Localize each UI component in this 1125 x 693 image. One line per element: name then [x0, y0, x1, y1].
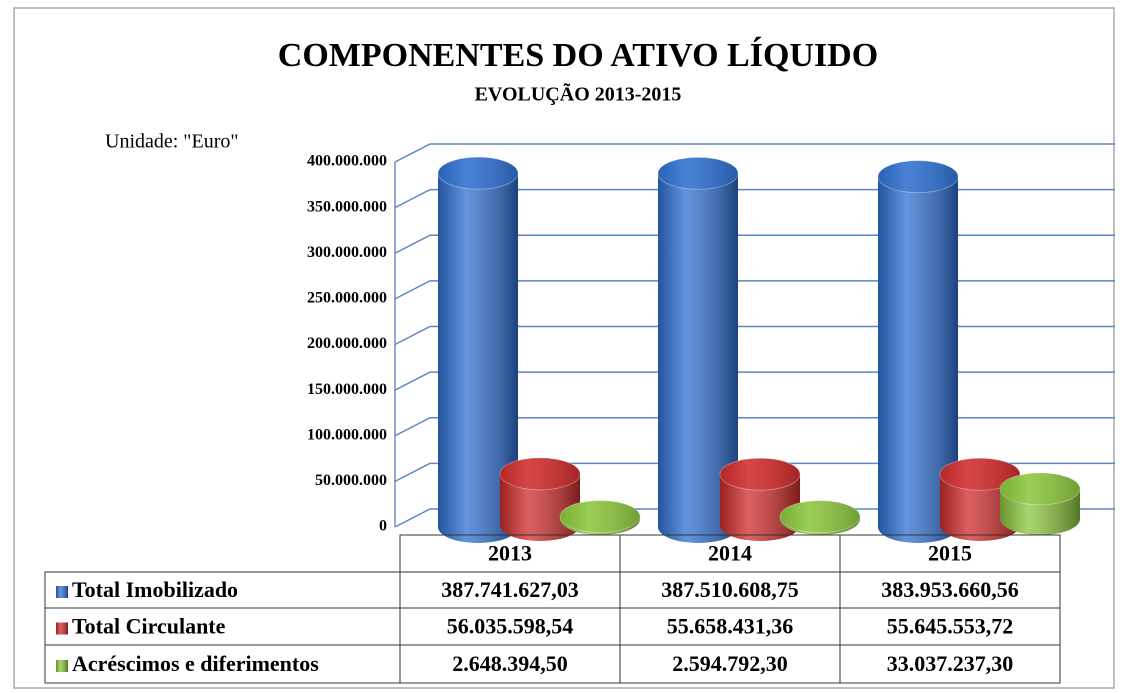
y-tick-label: 50.000.000	[315, 472, 387, 489]
y-tick-label: 0	[379, 518, 387, 535]
y-tick-label: 150.000.000	[307, 381, 387, 398]
cylinder-top-shading	[500, 457, 580, 490]
data-label: 55.658.431,36	[667, 614, 794, 639]
data-label: 55.645.553,72	[887, 614, 1014, 639]
cylinder-top-shading	[560, 500, 640, 533]
y-tick-label: 350.000.000	[307, 198, 387, 215]
grid-line	[394, 143, 1115, 163]
cylinder-top-shading	[878, 160, 958, 193]
legend-label: Total Circulante	[72, 614, 226, 639]
data-label: 387.741.627,03	[441, 577, 579, 602]
cylinder-top-shading	[780, 500, 860, 533]
cylinder-top-shading	[940, 458, 1020, 491]
data-label: 56.035.598,54	[447, 614, 574, 639]
legend-label: Acréscimos e diferimentos	[72, 651, 319, 676]
cylinder-shading	[878, 176, 958, 544]
chart-title: COMPONENTES DO ATIVO LÍQUIDO	[278, 37, 878, 74]
plot	[437, 156, 1081, 544]
cylinder-top-shading	[658, 157, 738, 190]
grid: 0 50.000.000 100.000.000 150.000.000 200.000…	[307, 143, 1115, 535]
y-tick-label: 250.000.000	[307, 290, 387, 307]
y-tick-label: 300.000.000	[307, 244, 387, 261]
legend-swatch-shading	[56, 622, 68, 635]
data-label: 2.648.394,50	[452, 651, 568, 676]
cylinder-shading	[1000, 488, 1080, 535]
data-label: 2.594.792,30	[672, 651, 788, 676]
column-header: 2014	[708, 541, 752, 566]
cylinder-top-shading	[720, 458, 800, 491]
data-table: 2013 2014 2015 Total Imobilizado 387.741.627…	[44, 534, 1061, 684]
cylinder-top-shading	[1000, 472, 1080, 505]
legend-swatch-shading	[56, 586, 68, 598]
data-label: 33.037.237,30	[887, 651, 1014, 676]
column-header: 2013	[488, 541, 532, 566]
y-tick-label: 100.000.000	[307, 426, 387, 443]
unit-note: Unidade: "Euro"	[105, 131, 239, 153]
y-tick-label: 400.000.000	[307, 153, 387, 170]
cylinder-shading	[658, 173, 738, 543]
data-label: 383.953.660,56	[881, 577, 1019, 602]
cylinder-top-shading	[438, 157, 518, 190]
cylinder-shading	[720, 474, 800, 541]
legend-swatch-shading	[56, 660, 68, 672]
y-tick-label: 200.000.000	[307, 335, 387, 352]
cylinder-shading	[500, 473, 580, 541]
legend-label: Total Imobilizado	[72, 577, 238, 602]
column-header: 2015	[928, 541, 972, 566]
cylinder-shading	[438, 173, 518, 543]
chart-subtitle: EVOLUÇÃO 2013-2015	[475, 83, 682, 106]
data-label: 387.510.608,75	[661, 577, 799, 602]
